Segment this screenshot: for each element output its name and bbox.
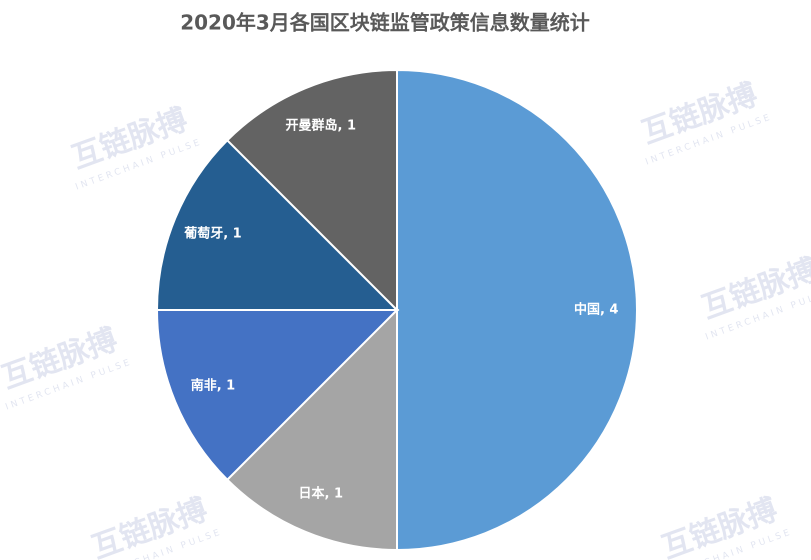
data-label: 南非, 1: [191, 378, 236, 394]
data-label: 中国, 4: [574, 302, 619, 318]
pie-slice: [396, 68, 638, 552]
pie: 中国, 4 日本, 1 南非, 1 葡萄牙, 1 开曼群岛, 1: [155, 68, 638, 552]
pie-slice: [225, 68, 398, 313]
chart-title: 2020年3月各国区块链监管政策信息数量统计: [180, 11, 590, 35]
data-label: 开曼群岛, 1: [286, 117, 357, 133]
pie-slice: [225, 307, 398, 552]
pie-slice: [155, 309, 400, 482]
pie-slice: [155, 138, 400, 311]
data-label: 葡萄牙, 1: [183, 225, 242, 241]
data-label: 日本, 1: [299, 486, 344, 502]
